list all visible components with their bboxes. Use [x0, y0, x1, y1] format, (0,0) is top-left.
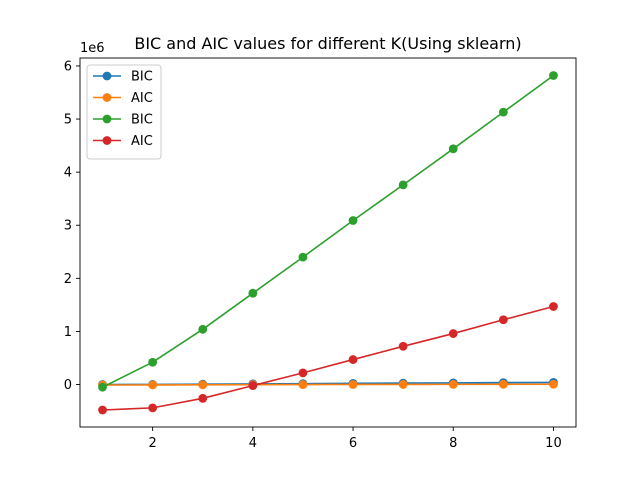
y-tick-label: 6 [64, 59, 72, 74]
legend-entry: BIC [93, 70, 153, 85]
x-tick-label: 8 [449, 436, 457, 451]
data-point [248, 381, 258, 390]
legend-entry: BIC [93, 113, 153, 128]
data-point [298, 368, 308, 378]
chart-title: BIC and AIC values for different K(Using… [134, 34, 521, 53]
data-point [148, 403, 158, 413]
legend-marker [102, 136, 112, 145]
data-point [348, 355, 358, 364]
series-line [102, 383, 554, 386]
legend-marker [102, 114, 112, 124]
legend-entry: AIC [93, 91, 153, 106]
legend-box [86, 64, 162, 160]
data-point [348, 380, 358, 389]
legend: BIC AIC BIC AIC [86, 64, 162, 160]
x-tick-label: 4 [249, 436, 257, 451]
data-point [248, 288, 258, 298]
data-point [448, 329, 458, 338]
data-point [398, 341, 408, 351]
data-point [148, 380, 158, 390]
x-tick-label: 10 [545, 436, 562, 451]
legend-label: BIC [131, 113, 153, 128]
data-point [549, 71, 558, 80]
series-line [102, 74, 554, 388]
series-4 [98, 302, 558, 415]
legend-label: AIC [131, 91, 153, 106]
y-tick-label: 2 [64, 272, 72, 287]
data-point [348, 216, 358, 225]
x-tick-label: 2 [149, 436, 157, 451]
legend-entry: AIC [93, 134, 153, 149]
series-1 [98, 378, 558, 389]
series-3 [98, 71, 558, 392]
legend-marker [102, 93, 112, 102]
legend-marker [102, 71, 112, 81]
data-point [549, 302, 558, 311]
data-point [448, 379, 458, 389]
y-tick-label: 1 [64, 325, 72, 340]
data-point [198, 324, 208, 334]
data-point [498, 379, 508, 389]
data-point [148, 357, 158, 367]
data-point [198, 393, 208, 403]
y-multiplier-label: 1e6 [80, 41, 105, 56]
y-tick-label: 5 [64, 113, 72, 128]
data-point [398, 380, 408, 389]
x-tick-label: 6 [349, 436, 357, 451]
axes: 2 4 6 8 10 0 1 2 3 4 5 6 [64, 57, 577, 451]
y-tick-label: 3 [64, 219, 72, 234]
axes-frame [79, 57, 577, 428]
data-point [298, 380, 308, 389]
legend-label: BIC [131, 70, 153, 85]
data-point [498, 107, 508, 117]
series-line [102, 305, 554, 411]
data-point [98, 405, 107, 415]
y-tick-label: 4 [64, 166, 72, 181]
series-2 [98, 379, 558, 390]
data-point [498, 315, 508, 325]
data-point [398, 180, 408, 190]
legend-label: AIC [131, 134, 153, 149]
plot-area [98, 71, 558, 415]
data-point [448, 144, 458, 154]
data-point [98, 382, 107, 392]
y-tick-label: 0 [64, 378, 72, 393]
data-point [198, 380, 208, 390]
data-point [298, 252, 308, 262]
data-point [549, 379, 558, 389]
